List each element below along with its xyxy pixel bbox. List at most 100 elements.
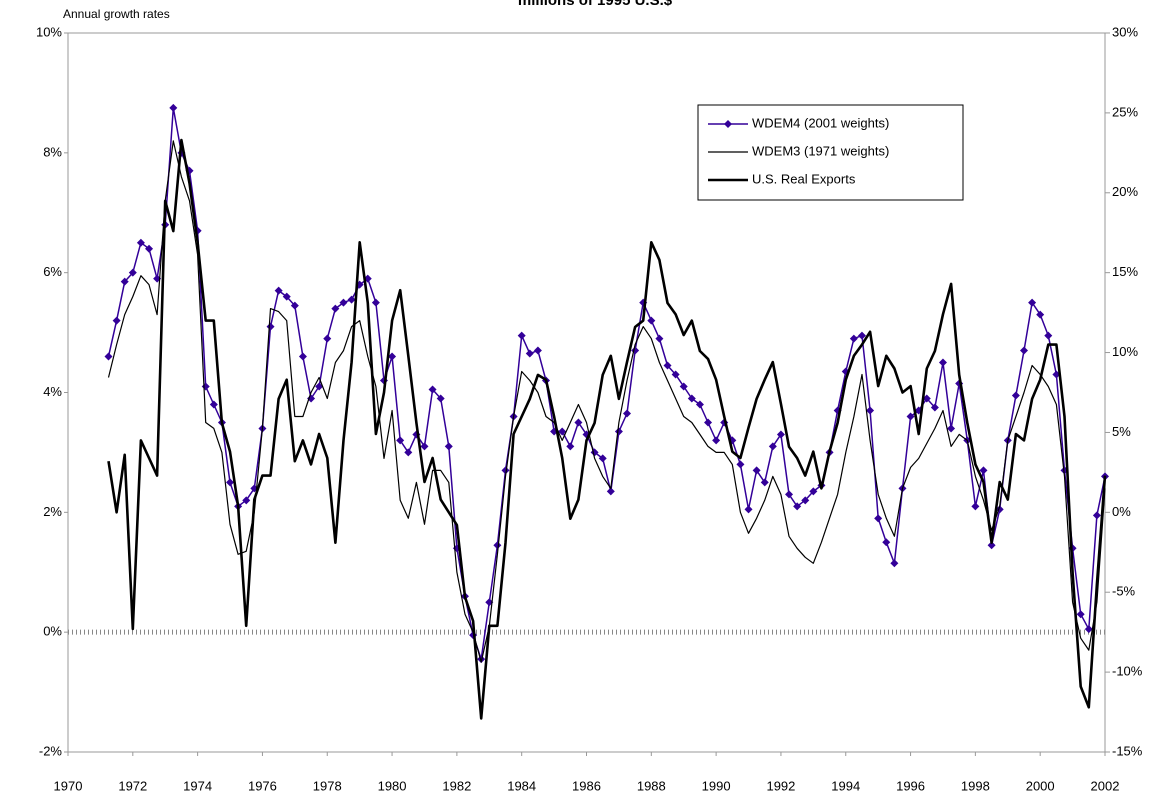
marker xyxy=(420,442,429,451)
marker xyxy=(315,382,324,391)
marker xyxy=(525,349,534,358)
marker xyxy=(776,430,785,439)
y2-tick-label: 15% xyxy=(1112,264,1138,279)
x-tick-label: 1982 xyxy=(442,778,471,793)
legend-label: WDEM3 (1971 weights) xyxy=(752,143,889,158)
y-tick-label: -2% xyxy=(39,743,63,758)
marker xyxy=(274,286,283,295)
marker xyxy=(226,478,235,487)
marker xyxy=(663,361,672,370)
marker xyxy=(323,334,332,343)
marker xyxy=(1092,511,1101,520)
marker xyxy=(704,418,713,427)
x-tick-label: 1980 xyxy=(378,778,407,793)
marker xyxy=(290,301,299,310)
x-tick-label: 1972 xyxy=(118,778,147,793)
chart-title: millions of 1995 U.S.$ xyxy=(518,0,673,9)
marker xyxy=(388,352,397,361)
x-tick-label: 1996 xyxy=(896,778,925,793)
marker xyxy=(1044,331,1053,340)
marker xyxy=(558,427,567,436)
marker xyxy=(242,496,251,505)
x-tick-label: 2002 xyxy=(1091,778,1120,793)
series-line xyxy=(107,107,1106,660)
marker xyxy=(979,466,988,475)
marker xyxy=(566,442,575,451)
y2-tick-label: 30% xyxy=(1112,24,1138,39)
marker xyxy=(793,502,802,511)
marker xyxy=(938,358,947,367)
x-tick-label: 1970 xyxy=(54,778,83,793)
marker xyxy=(987,541,996,550)
marker xyxy=(712,436,721,445)
marker xyxy=(477,655,486,664)
marker xyxy=(371,298,380,307)
marker xyxy=(136,238,145,247)
marker xyxy=(404,448,413,457)
y-tick-label: 10% xyxy=(36,24,62,39)
marker xyxy=(995,505,1004,514)
marker xyxy=(922,394,931,403)
marker xyxy=(574,418,583,427)
x-tick-label: 1994 xyxy=(831,778,860,793)
y2-tick-label: -15% xyxy=(1112,743,1143,758)
marker xyxy=(533,346,542,355)
marker xyxy=(128,268,137,277)
marker xyxy=(120,277,129,286)
marker xyxy=(266,322,275,331)
marker xyxy=(687,394,696,403)
x-tick-label: 1998 xyxy=(961,778,990,793)
marker xyxy=(1011,391,1020,400)
marker xyxy=(396,436,405,445)
marker xyxy=(444,442,453,451)
marker xyxy=(857,331,866,340)
y2-tick-label: 20% xyxy=(1112,184,1138,199)
marker xyxy=(768,442,777,451)
x-tick-label: 1992 xyxy=(766,778,795,793)
marker xyxy=(209,400,218,409)
y2-tick-label: 5% xyxy=(1112,424,1131,439)
series-line xyxy=(107,140,1106,663)
y2-tick-label: 10% xyxy=(1112,344,1138,359)
x-tick-label: 1990 xyxy=(702,778,731,793)
marker xyxy=(1028,298,1037,307)
marker xyxy=(947,424,956,433)
marker xyxy=(671,370,680,379)
marker xyxy=(298,352,307,361)
marker xyxy=(169,103,178,112)
marker xyxy=(1076,610,1085,619)
marker xyxy=(785,490,794,499)
marker xyxy=(655,334,664,343)
marker xyxy=(1019,346,1028,355)
marker xyxy=(517,331,526,340)
marker xyxy=(347,295,356,304)
x-tick-label: 1986 xyxy=(572,778,601,793)
marker xyxy=(679,382,688,391)
marker xyxy=(501,466,510,475)
marker xyxy=(809,487,818,496)
series-line xyxy=(107,138,1107,720)
marker xyxy=(874,514,883,523)
marker xyxy=(145,244,154,253)
marker xyxy=(695,400,704,409)
x-tick-label: 1978 xyxy=(313,778,342,793)
marker xyxy=(606,487,615,496)
marker xyxy=(760,478,769,487)
marker xyxy=(112,316,121,325)
marker xyxy=(436,394,445,403)
x-tick-label: 1976 xyxy=(248,778,277,793)
legend-label: U.S. Real Exports xyxy=(752,171,856,186)
y-tick-label: 8% xyxy=(43,144,62,159)
marker xyxy=(882,538,891,547)
marker xyxy=(428,385,437,394)
marker xyxy=(752,466,761,475)
legend-label: WDEM4 (2001 weights) xyxy=(752,115,889,130)
x-tick-label: 1988 xyxy=(637,778,666,793)
marker xyxy=(282,292,291,301)
marker xyxy=(744,505,753,514)
y-tick-label: 0% xyxy=(43,624,62,639)
y-tick-label: 2% xyxy=(43,504,62,519)
marker xyxy=(849,334,858,343)
x-tick-label: 1974 xyxy=(183,778,212,793)
